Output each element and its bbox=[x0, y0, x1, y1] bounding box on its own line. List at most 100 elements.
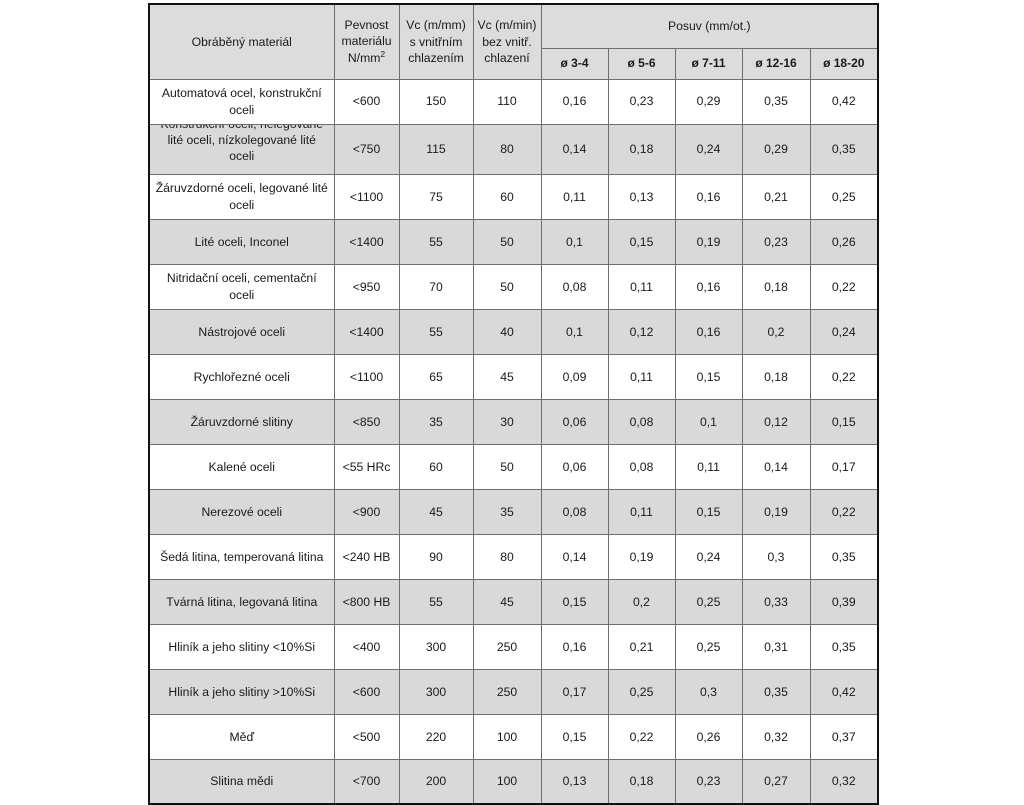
cell-material: Rychlořezné oceli bbox=[148, 353, 335, 400]
cell-vc-external: 45 bbox=[472, 353, 542, 400]
cell-feed-4: 0,24 bbox=[809, 308, 879, 355]
cell-feed-2: 0,1 bbox=[674, 398, 743, 445]
cell-feed-4: 0,22 bbox=[809, 488, 879, 535]
cell-feed-3: 0,29 bbox=[741, 123, 811, 175]
header-feed-col-2: ø 7-11 bbox=[674, 47, 743, 80]
cell-material: Kalené oceli bbox=[148, 443, 335, 490]
cell-feed-0: 0,06 bbox=[540, 443, 609, 490]
cell-feed-2: 0,11 bbox=[674, 443, 743, 490]
cell-material: Lité oceli, Inconel bbox=[148, 218, 335, 265]
cell-feed-4: 0,17 bbox=[809, 443, 879, 490]
cell-vc-internal: 45 bbox=[398, 488, 474, 535]
cell-vc-internal: 55 bbox=[398, 218, 474, 265]
cell-feed-1: 0,08 bbox=[607, 443, 676, 490]
cell-feed-4: 0,42 bbox=[809, 78, 879, 125]
cell-strength: <1400 bbox=[333, 218, 400, 265]
cell-feed-0: 0,15 bbox=[540, 713, 609, 760]
table-row: Rychlořezné oceli <1100 65 45 0,09 0,11 0,15 0,… bbox=[148, 353, 879, 400]
cell-feed-0: 0,1 bbox=[540, 218, 609, 265]
table-row: Šedá litina, temperovaná litina <240 HB 90… bbox=[148, 533, 879, 580]
cell-feed-0: 0,14 bbox=[540, 533, 609, 580]
cell-vc-external: 100 bbox=[472, 713, 542, 760]
table-row: Nerezové oceli <900 45 35 0,08 0,11 0,15 0,19 0,… bbox=[148, 488, 879, 535]
header-row-sub: ø 3-4 ø 5-6 ø 7-11 ø 12-16 ø 18-20 bbox=[149, 47, 879, 80]
header-feed-group: Posuv (mm/ot.) bbox=[540, 3, 879, 49]
cell-feed-3: 0,18 bbox=[741, 263, 811, 310]
cell-feed-0: 0,16 bbox=[540, 623, 609, 670]
header-strength: Pevnost materiálu N/mm2 bbox=[333, 3, 400, 80]
cell-feed-4: 0,35 bbox=[809, 533, 879, 580]
cell-feed-2: 0,25 bbox=[674, 578, 743, 625]
cell-material: Hliník a jeho slitiny <10%Si bbox=[148, 623, 335, 670]
cell-feed-0: 0,08 bbox=[540, 263, 609, 310]
cell-feed-0: 0,1 bbox=[540, 308, 609, 355]
table-row: Hliník a jeho slitiny >10%Si <600 300 250 0,… bbox=[148, 668, 879, 715]
cell-vc-internal: 55 bbox=[398, 308, 474, 355]
cell-feed-2: 0,16 bbox=[674, 263, 743, 310]
table-row: Lité oceli, Inconel <1400 55 50 0,1 0,15 0,19 0… bbox=[148, 218, 879, 265]
cell-feed-2: 0,3 bbox=[674, 668, 743, 715]
cell-vc-internal: 150 bbox=[398, 78, 474, 125]
cell-vc-internal: 35 bbox=[398, 398, 474, 445]
table-row: Měď <500 220 100 0,15 0,22 0,26 0,32 0,37 bbox=[148, 713, 879, 760]
table-row: Hliník a jeho slitiny <10%Si <400 300 250 0,… bbox=[148, 623, 879, 670]
cell-material: Šedá litina, temperovaná litina bbox=[148, 533, 335, 580]
cell-feed-3: 0,35 bbox=[741, 78, 811, 125]
cell-material: Konstrukční oceli, nelegované lité oceli… bbox=[148, 123, 335, 175]
cell-vc-external: 110 bbox=[472, 78, 542, 125]
cell-feed-2: 0,15 bbox=[674, 353, 743, 400]
cell-material: Měď bbox=[148, 713, 335, 760]
cell-feed-3: 0,14 bbox=[741, 443, 811, 490]
cell-vc-internal: 65 bbox=[398, 353, 474, 400]
cell-material: Hliník a jeho slitiny >10%Si bbox=[148, 668, 335, 715]
header-feed-col-4: ø 18-20 bbox=[809, 47, 879, 80]
cell-strength: <950 bbox=[333, 263, 400, 310]
table-row: Žáruvzdorné slitiny <850 35 30 0,06 0,08 0,1 0,… bbox=[148, 398, 879, 445]
cell-strength: <500 bbox=[333, 713, 400, 760]
cell-vc-internal: 75 bbox=[398, 173, 474, 220]
cell-feed-3: 0,32 bbox=[741, 713, 811, 760]
cell-feed-0: 0,08 bbox=[540, 488, 609, 535]
table-row: Slitina mědi <700 200 100 0,13 0,18 0,23 0,27 0,… bbox=[148, 758, 879, 805]
cell-material: Nerezové oceli bbox=[148, 488, 335, 535]
cell-feed-4: 0,26 bbox=[809, 218, 879, 265]
cell-feed-4: 0,35 bbox=[809, 623, 879, 670]
cell-vc-external: 100 bbox=[472, 758, 542, 805]
cell-feed-0: 0,14 bbox=[540, 123, 609, 175]
cell-vc-internal: 220 bbox=[398, 713, 474, 760]
cell-feed-0: 0,09 bbox=[540, 353, 609, 400]
cell-feed-0: 0,06 bbox=[540, 398, 609, 445]
cell-vc-internal: 300 bbox=[398, 668, 474, 715]
cell-feed-1: 0,08 bbox=[607, 398, 676, 445]
cell-feed-1: 0,11 bbox=[607, 488, 676, 535]
cell-vc-external: 250 bbox=[472, 623, 542, 670]
cell-feed-2: 0,29 bbox=[674, 78, 743, 125]
cell-vc-internal: 60 bbox=[398, 443, 474, 490]
cell-feed-1: 0,21 bbox=[607, 623, 676, 670]
cell-strength: <600 bbox=[333, 78, 400, 125]
table-row: Tvárná litina, legovaná litina <800 HB 55 4… bbox=[148, 578, 879, 625]
cell-feed-1: 0,15 bbox=[607, 218, 676, 265]
cell-vc-external: 45 bbox=[472, 578, 542, 625]
header-feed-col-3: ø 12-16 bbox=[741, 47, 811, 80]
header-strength-exponent: 2 bbox=[380, 49, 386, 60]
cell-strength: <750 bbox=[333, 123, 400, 175]
cell-feed-2: 0,24 bbox=[674, 123, 743, 175]
cell-feed-4: 0,37 bbox=[809, 713, 879, 760]
cell-feed-4: 0,42 bbox=[809, 668, 879, 715]
cell-material: Žáruvzdorné slitiny bbox=[148, 398, 335, 445]
cell-feed-3: 0,33 bbox=[741, 578, 811, 625]
table-row: Kalené oceli <55 HRc 60 50 0,06 0,08 0,11 0,14 0… bbox=[148, 443, 879, 490]
cell-material-text: Konstrukční oceli, nelegované lité oceli… bbox=[160, 125, 323, 164]
cell-feed-0: 0,16 bbox=[540, 78, 609, 125]
cell-material: Žáruvzdorné oceli, legované lité oceli bbox=[148, 173, 335, 220]
cell-feed-3: 0,35 bbox=[741, 668, 811, 715]
cell-feed-3: 0,23 bbox=[741, 218, 811, 265]
table-header: Obráběný materiál Pevnost materiálu N/mm… bbox=[148, 3, 879, 80]
cell-vc-internal: 200 bbox=[398, 758, 474, 805]
cell-feed-4: 0,22 bbox=[809, 353, 879, 400]
table-row: Žáruvzdorné oceli, legované lité oceli <1… bbox=[148, 173, 879, 220]
cell-feed-2: 0,26 bbox=[674, 713, 743, 760]
cell-feed-3: 0,12 bbox=[741, 398, 811, 445]
cell-feed-0: 0,15 bbox=[540, 578, 609, 625]
